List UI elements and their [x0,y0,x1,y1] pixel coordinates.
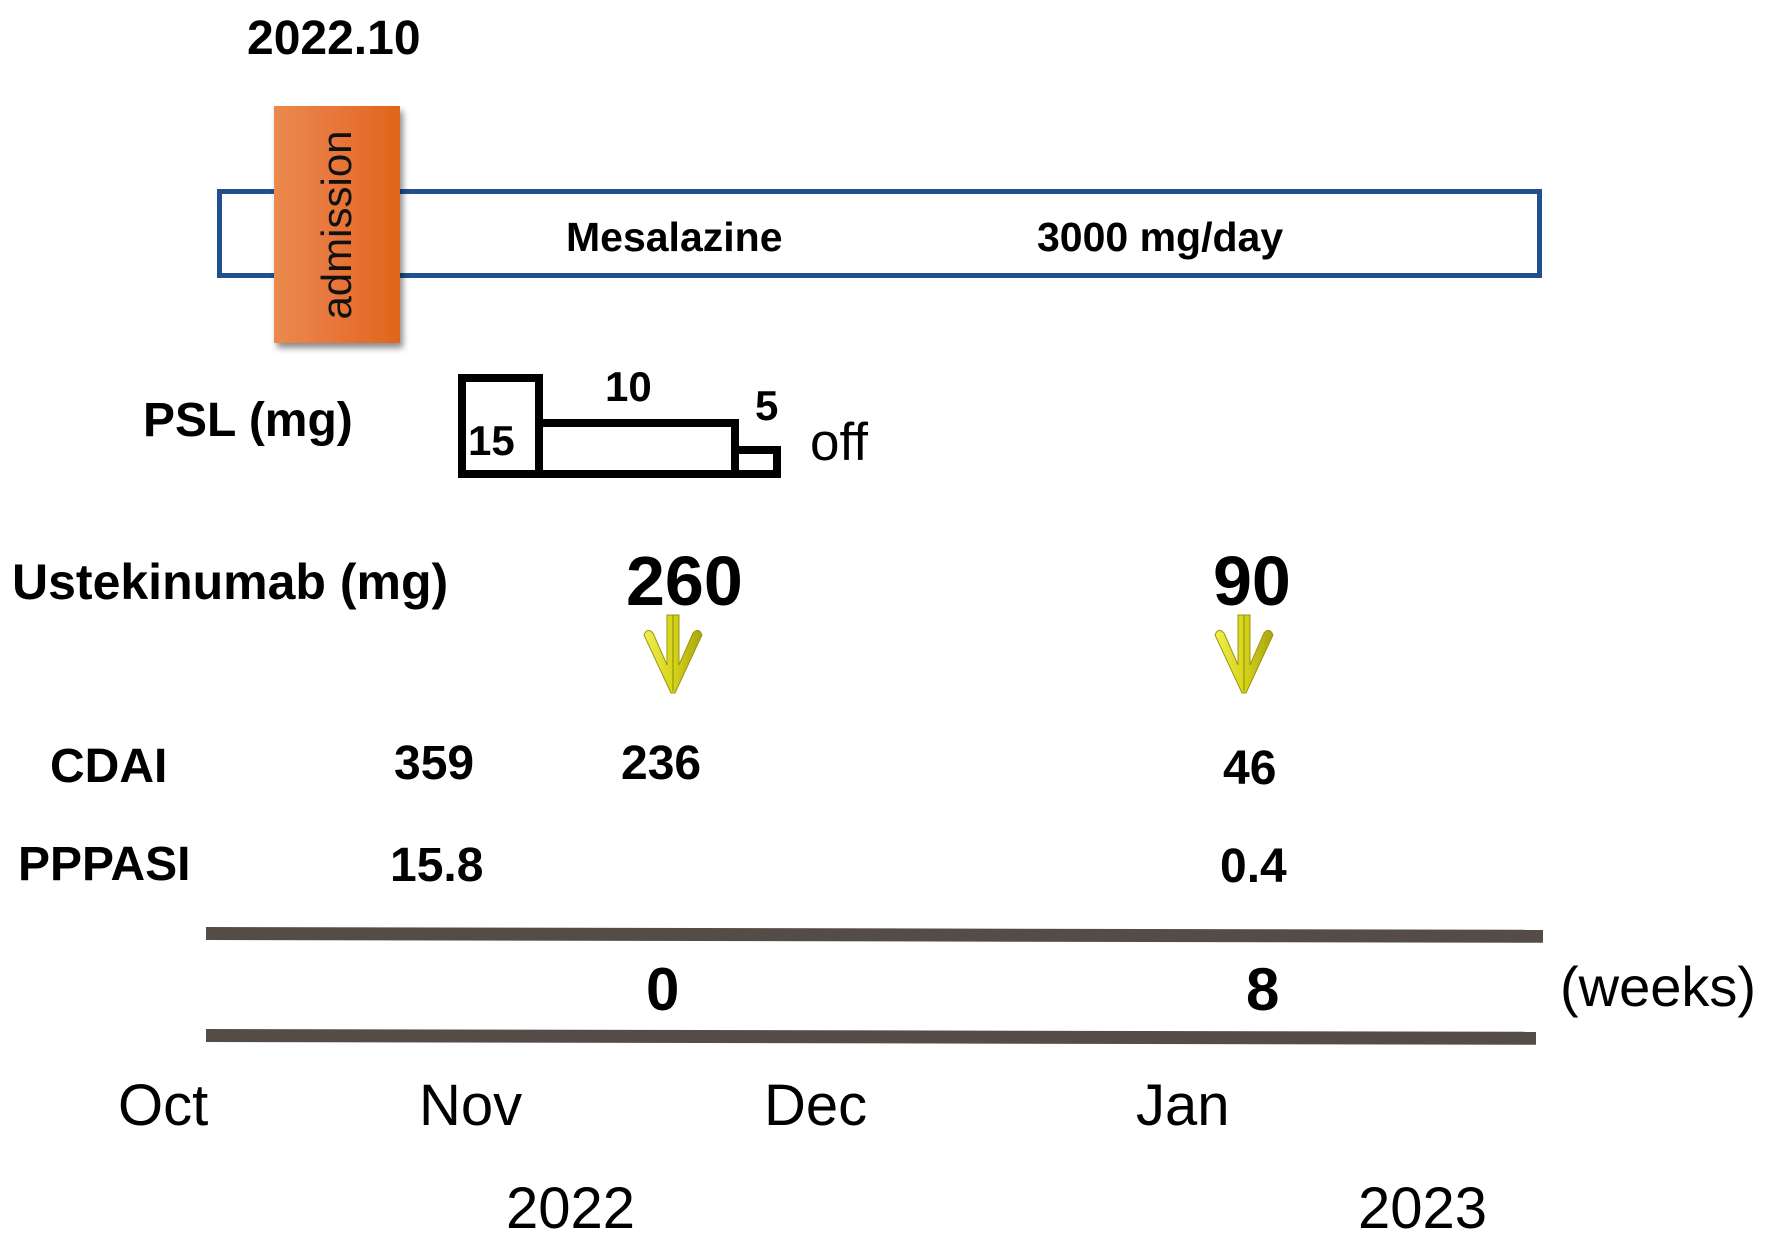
psl-step-5 [731,446,781,478]
month-label: Oct [118,1073,209,1138]
cdai-value: 359 [394,737,475,790]
mesalazine-bar [217,189,1542,278]
ustekinumab-dose-90: 90 [1213,542,1291,620]
week-tick-0: 0 [646,956,680,1023]
week-tick-8: 8 [1246,956,1280,1023]
cdai-value: 236 [621,737,702,790]
pppasi-value: 0.4 [1220,840,1287,893]
psl-step-10 [535,419,739,478]
ustekinumab-dose-260: 260 [626,542,743,620]
cdai-value: 46 [1223,742,1277,795]
mesalazine-name: Mesalazine [566,214,783,260]
pppasi-value: 15.8 [390,839,484,892]
psl-dose-5: 5 [755,382,779,429]
down-arrow-icon [643,614,703,694]
year-label: 2023 [1358,1176,1488,1241]
month-label: Nov [419,1073,523,1138]
psl-dose-15: 15 [468,417,515,464]
down-arrow-icon [1214,614,1274,694]
psl-step-15 [458,374,543,478]
mesalazine-dose: 3000 mg/day [1037,214,1284,260]
admission-label: admission [313,129,360,320]
psl-dose-10: 10 [605,363,652,410]
psl-label: PSL (mg) [143,394,353,447]
admission-marker: admission [274,106,400,343]
year-label: 2022 [506,1176,636,1241]
admission-date: 2022.10 [247,12,421,65]
week-axis-top-rule [205,927,1544,943]
ustekinumab-label: Ustekinumab (mg) [12,554,449,610]
psl-off-label: off [810,413,868,472]
pppasi-label: PPPASI [18,838,191,891]
week-axis-bottom-rule [205,1029,1537,1045]
weeks-unit-label: (weeks) [1560,955,1757,1018]
month-label: Jan [1136,1073,1230,1138]
cdai-label: CDAI [50,740,168,793]
month-label: Dec [764,1073,868,1138]
